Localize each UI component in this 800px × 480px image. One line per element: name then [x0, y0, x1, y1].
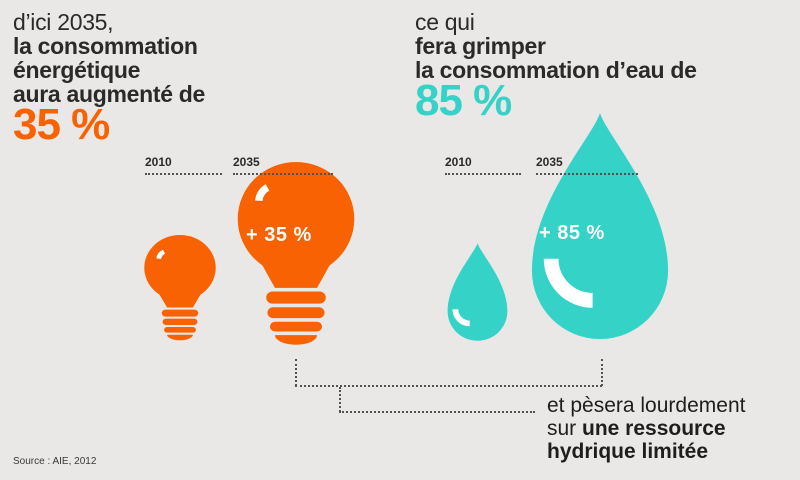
connector-line	[339, 411, 535, 413]
water-drop-icon	[531, 112, 669, 340]
energy-intro-line2: la consommation	[13, 33, 198, 59]
energy-year-2010: 2010	[145, 155, 222, 175]
water-intro-line2: fera grimper	[415, 33, 546, 59]
source-note: Source : AIE, 2012	[13, 456, 97, 467]
energy-intro-line1: d’ici 2035,	[13, 9, 114, 35]
light-bulb-icon	[237, 162, 355, 345]
conclusion-text: et pèsera lourdement sur une ressource h…	[547, 394, 745, 463]
connector-line	[601, 359, 603, 386]
water-year-2010: 2010	[445, 155, 521, 175]
water-intro-line1: ce qui	[415, 9, 475, 35]
energy-intro-text: d’ici 2035, la consommation énergétique …	[13, 9, 206, 149]
energy-year-2035: 2035	[233, 155, 333, 175]
bulb-shine-highlight	[255, 184, 270, 202]
light-bulb-icon	[144, 235, 216, 341]
conclusion-line1: et pèsera lourdement	[547, 394, 746, 417]
water-intro-text: ce qui fera grimper la consommation d’ea…	[415, 9, 697, 125]
drop-shine-highlight	[543, 258, 593, 308]
energy-intro-line4: aura augmenté de	[13, 81, 206, 107]
connector-line	[339, 387, 341, 412]
water-drop-icon	[447, 243, 508, 341]
bulb-shine-highlight	[156, 249, 166, 260]
conclusion-line2-regular: sur	[547, 417, 583, 440]
connector-line	[295, 385, 602, 387]
water-delta-label: + 85 %	[539, 222, 605, 244]
conclusion-line2: sur une ressource	[547, 417, 745, 440]
energy-value: 35 %	[13, 100, 110, 149]
conclusion-line2-bold: une ressource	[582, 417, 726, 440]
conclusion-line3: hydrique limitée	[547, 440, 709, 463]
water-year-2035: 2035	[536, 155, 638, 175]
connector-line	[295, 359, 297, 386]
energy-intro-line3: énergétique	[13, 57, 141, 83]
water-value: 85 %	[415, 76, 512, 125]
water-intro-line3: la consommation d’eau de	[415, 57, 697, 83]
energy-delta-label: + 35 %	[246, 224, 312, 246]
drop-shine-highlight	[452, 309, 470, 327]
